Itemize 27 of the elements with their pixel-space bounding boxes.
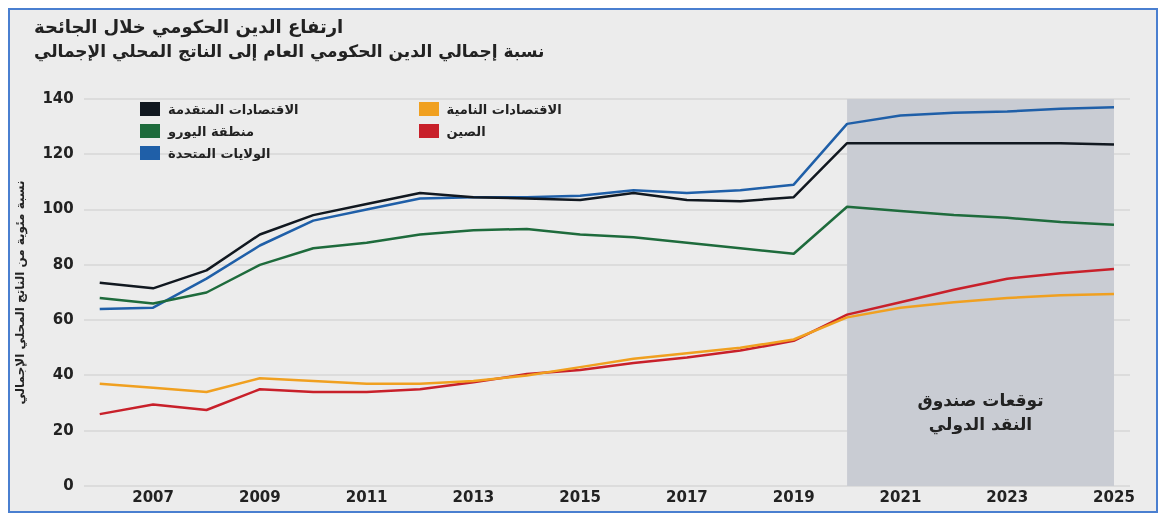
x-tick-label: 2013 — [452, 487, 495, 506]
x-tick-label: 2011 — [345, 487, 388, 506]
y-tick-label: 40 — [52, 365, 74, 384]
x-tick-label: 2021 — [879, 487, 922, 506]
y-tick-label: 60 — [52, 310, 74, 329]
x-tick-label: 2017 — [666, 487, 708, 506]
legend-label: الاقتصادات المتقدمة — [168, 101, 299, 117]
x-tick-label: 2015 — [559, 487, 602, 506]
band-label: توقعات صندوق النقد الدولي — [917, 390, 1044, 435]
y-tick-label: 80 — [52, 254, 74, 273]
y-tick-label: 0 — [63, 475, 74, 494]
legend-label: الصين — [446, 123, 486, 139]
legend-label: الاقتصادات النامية — [446, 101, 562, 117]
chart-subtitle: نسبة إجمالي الدين الحكومي العام إلى الناتج المحلي الإجمالي — [34, 41, 545, 61]
y-tick-label: 100 — [42, 199, 74, 218]
y-tick-label: 140 — [42, 88, 74, 107]
x-tick-label: 2025 — [1093, 487, 1135, 506]
legend-label: الولايات المتحدة — [168, 145, 271, 161]
y-tick-label: 120 — [42, 144, 74, 163]
y-tick-label: 20 — [52, 420, 74, 439]
x-tick-label: 2009 — [239, 487, 281, 506]
x-tick-label: 2023 — [986, 487, 1029, 506]
y-axis-title: نسبة مئوية من الناتج المحلي الإجمالي — [13, 180, 29, 405]
x-tick-label: 2019 — [772, 487, 815, 506]
x-tick-label: 2007 — [132, 487, 174, 506]
chart-title: ارتفاع الدين الحكومي خلال الجائحة — [34, 16, 344, 37]
legend-label: منطقة اليورو — [168, 123, 255, 139]
